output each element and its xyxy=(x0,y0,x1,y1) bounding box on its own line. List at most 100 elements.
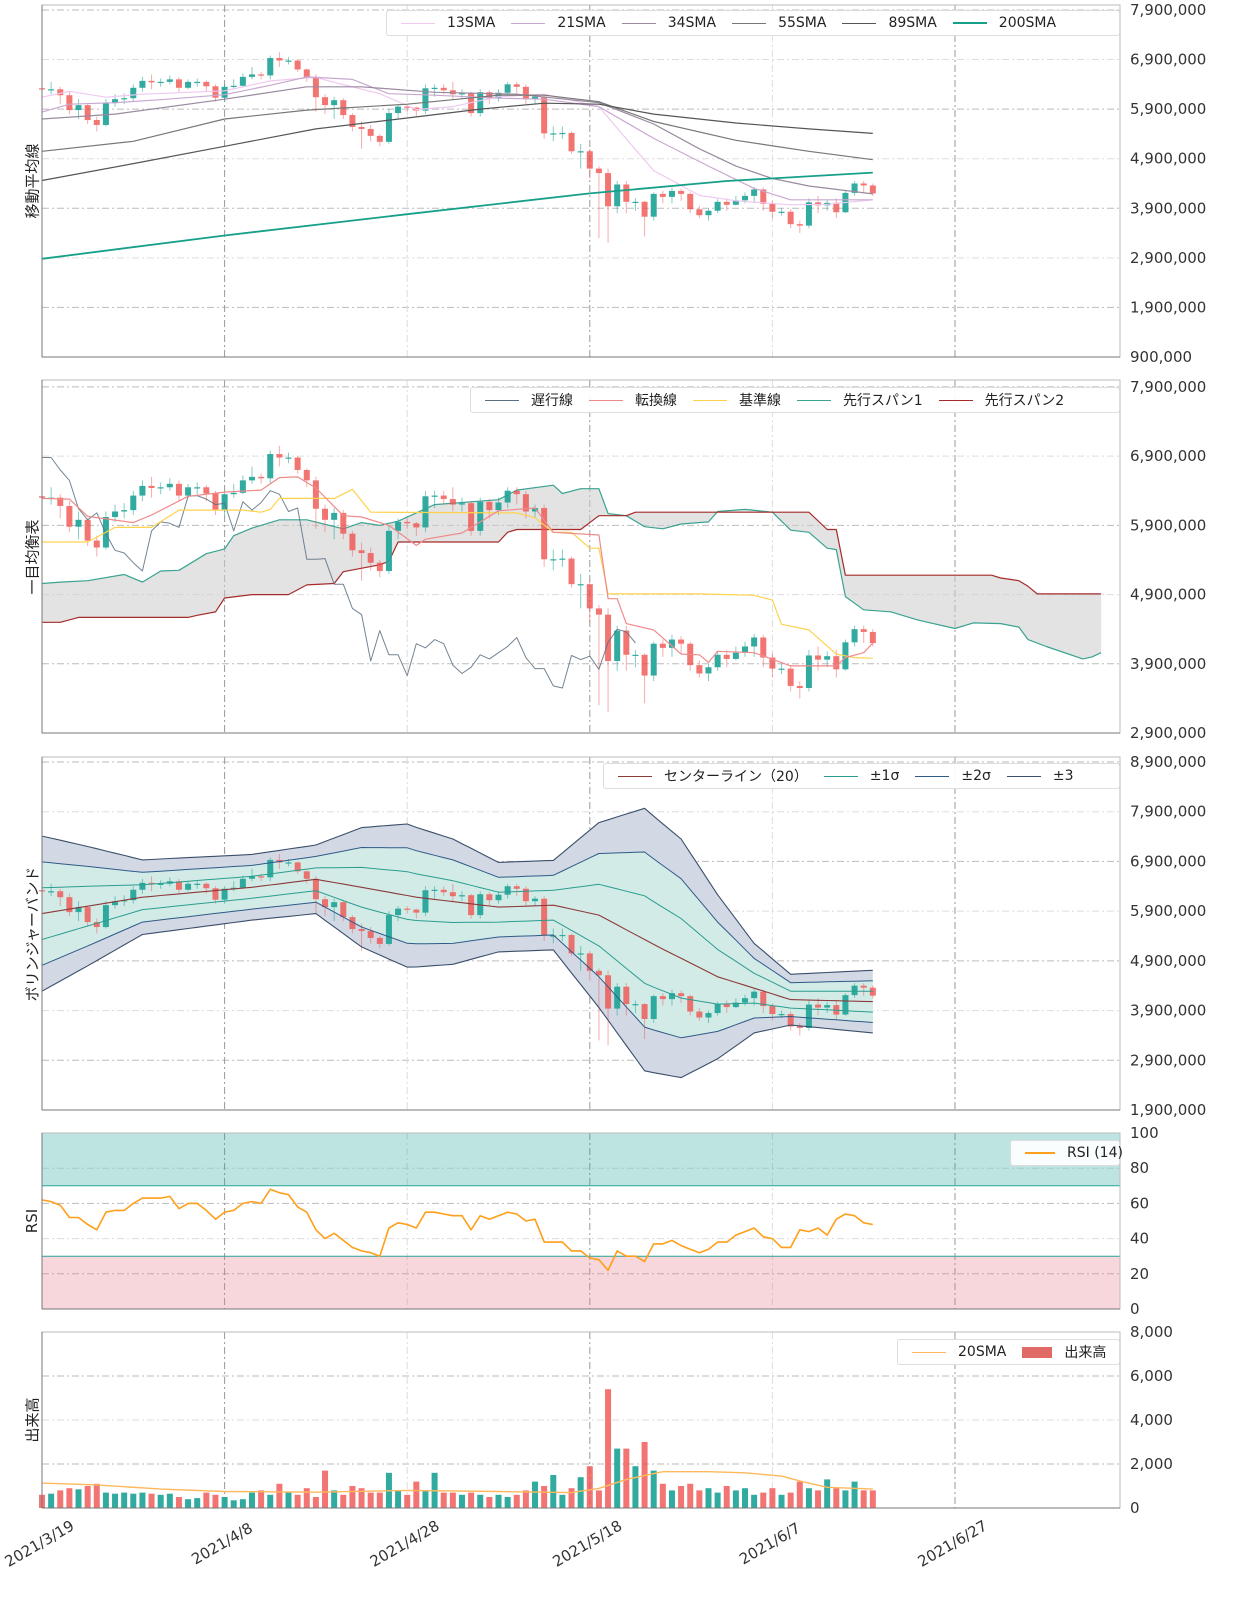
candle-body xyxy=(668,993,675,1000)
candle xyxy=(705,663,712,682)
y-tick-label: 0 xyxy=(1130,1499,1140,1517)
candle xyxy=(385,109,392,144)
candle xyxy=(276,445,283,467)
candle-body xyxy=(112,511,119,518)
volume-bar xyxy=(659,1483,666,1508)
candle xyxy=(48,883,55,897)
line-34sma xyxy=(41,86,873,195)
candle xyxy=(687,994,694,1016)
volume-bar xyxy=(787,1492,794,1508)
candle-body xyxy=(75,907,82,913)
candle xyxy=(495,891,502,904)
legend-label: 出来高 xyxy=(1064,1345,1107,1361)
candle-body xyxy=(796,1026,803,1028)
legend-label: 55SMA xyxy=(778,15,827,31)
candle-body xyxy=(312,878,319,900)
y-tick-label: 40 xyxy=(1130,1230,1149,1248)
candle xyxy=(294,59,301,72)
candle-body xyxy=(869,185,876,194)
candle xyxy=(48,81,55,95)
candle xyxy=(185,79,192,90)
candle xyxy=(550,549,557,571)
candle xyxy=(778,208,785,216)
volume-bar xyxy=(805,1488,812,1508)
volume-bar xyxy=(239,1499,246,1508)
y-tick-label: 7,900,000 xyxy=(1130,803,1206,821)
volume-bar xyxy=(824,1479,831,1508)
candle-body xyxy=(650,996,657,1020)
candle xyxy=(723,198,730,211)
candle xyxy=(139,76,146,92)
candle-body xyxy=(322,899,329,908)
legend-label: 基準線 xyxy=(739,393,781,409)
legend-swatch xyxy=(1006,775,1041,777)
candle xyxy=(303,870,310,884)
candle xyxy=(422,886,429,917)
candle-body xyxy=(358,929,365,932)
candle-body xyxy=(221,494,228,510)
volume-bar xyxy=(367,1492,374,1508)
candle-body xyxy=(431,495,438,497)
candle-body xyxy=(513,886,520,889)
y-tick-label: 5,900,000 xyxy=(1130,100,1206,118)
candle xyxy=(678,188,685,201)
candle-body xyxy=(431,87,438,89)
candle xyxy=(468,501,475,536)
candle-body xyxy=(586,151,593,169)
candle-body xyxy=(842,995,849,1015)
candle-body xyxy=(294,457,301,470)
candle-body xyxy=(742,998,749,1003)
candle-body xyxy=(440,87,447,91)
candle xyxy=(696,660,703,678)
candle-body xyxy=(614,630,621,662)
candle-body xyxy=(577,584,584,586)
candle-body xyxy=(121,510,128,512)
candle xyxy=(532,504,539,519)
candle xyxy=(559,928,566,941)
legend-item-kijun: 基準線 xyxy=(693,390,781,410)
candle xyxy=(541,896,548,941)
line-centerline xyxy=(41,878,873,1003)
candle-body xyxy=(595,970,602,976)
candle xyxy=(623,983,630,1016)
candle xyxy=(595,604,602,706)
volume-bar xyxy=(678,1486,685,1508)
legend-label: 89SMA xyxy=(888,15,937,31)
candle-body xyxy=(623,986,630,1005)
candle xyxy=(102,901,109,929)
line-volume-20sma xyxy=(41,1470,873,1494)
candle-body xyxy=(550,559,557,561)
legend-swatch xyxy=(952,22,987,24)
candle xyxy=(568,556,575,588)
candle-body xyxy=(742,646,749,653)
candle xyxy=(322,504,329,533)
line-chikou xyxy=(42,457,636,689)
candle-body xyxy=(513,84,520,87)
candle xyxy=(732,646,739,661)
volume-bar xyxy=(869,1490,876,1508)
candle-body xyxy=(860,985,867,988)
candle-body xyxy=(358,550,365,554)
candle xyxy=(641,1003,648,1039)
candle xyxy=(331,96,338,120)
candle xyxy=(212,886,219,904)
candle-body xyxy=(340,512,347,534)
candle-body xyxy=(559,934,566,937)
candle xyxy=(522,84,529,105)
candle-body xyxy=(577,151,584,153)
legend-swatch xyxy=(511,22,546,24)
candle xyxy=(668,989,675,1006)
volume-bar xyxy=(84,1486,91,1508)
legend-swatch xyxy=(485,399,519,401)
candle-body xyxy=(513,490,520,495)
volume-bar xyxy=(468,1492,475,1508)
volume-bar xyxy=(842,1490,849,1508)
candle xyxy=(449,883,456,902)
candle xyxy=(869,985,876,999)
candle-body xyxy=(851,629,858,643)
candle-body xyxy=(422,496,429,528)
candle xyxy=(303,468,310,488)
candle xyxy=(422,490,429,533)
candle-body xyxy=(605,614,612,662)
candle xyxy=(285,452,292,464)
